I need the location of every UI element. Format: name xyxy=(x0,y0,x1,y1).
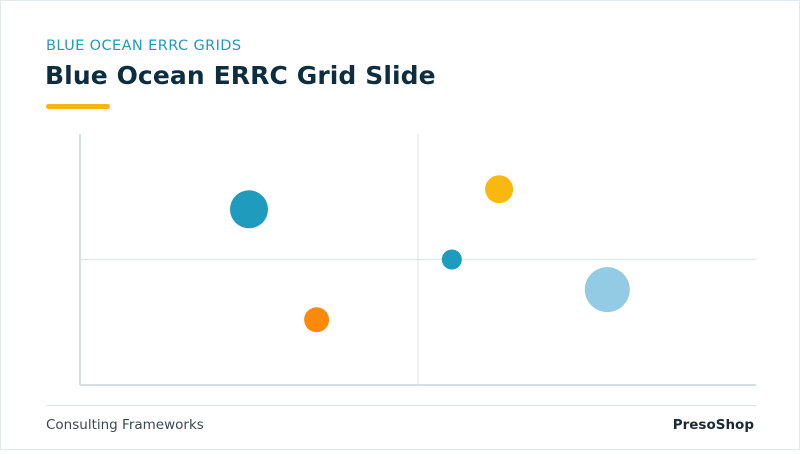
slide-title: Blue Ocean ERRC Grid Slide xyxy=(45,61,436,90)
slide-eyebrow: BLUE OCEAN ERRC GRIDS xyxy=(46,38,242,54)
bubble-point-3 xyxy=(485,175,514,204)
footer-section-label: Consulting Frameworks xyxy=(46,417,204,433)
bubble-point-4 xyxy=(441,249,462,270)
title-accent-bar xyxy=(46,104,110,109)
bubble-point-2 xyxy=(304,307,330,333)
footer-brand: PresoShop xyxy=(672,417,754,433)
bubble-point-1 xyxy=(230,190,268,229)
footer-divider xyxy=(46,405,756,406)
bubble-point-5 xyxy=(584,267,630,313)
